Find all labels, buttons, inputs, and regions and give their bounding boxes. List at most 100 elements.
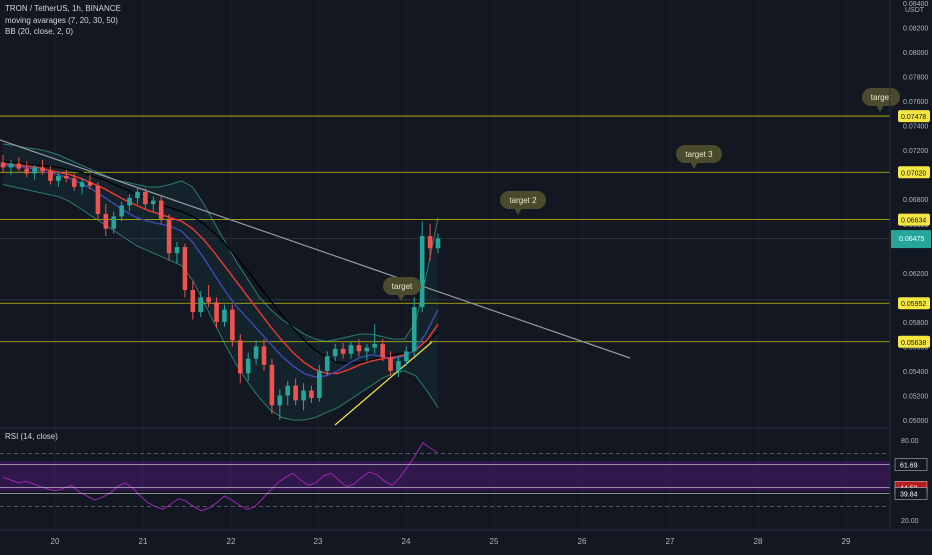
candle-body — [340, 348, 346, 354]
candle-body — [174, 247, 180, 254]
target-bubble-pointer — [876, 105, 884, 112]
target-bubble-label: target — [871, 93, 892, 102]
level-tag — [898, 213, 930, 226]
candle-body — [32, 167, 37, 174]
time-tick-label: 27 — [666, 537, 675, 546]
bb-fill — [3, 144, 438, 420]
target-bubble-shape — [383, 277, 421, 295]
rsi-level-tag — [894, 458, 928, 471]
rsi-level-label: 61.69 — [900, 462, 918, 469]
candle-body — [182, 247, 188, 290]
target-bubble-label: target 2 — [509, 196, 537, 205]
candle-body — [261, 346, 267, 365]
price-tick-label: 0.07400 — [903, 124, 928, 131]
rsi-legend[interactable]: RSI (14, close) — [5, 432, 58, 441]
rsi-tick-label: 20.00 — [901, 518, 919, 525]
target-bubble-shape — [676, 145, 722, 163]
candle-body — [79, 182, 85, 187]
time-tick-label: 22 — [227, 537, 236, 546]
candle-body — [16, 163, 22, 169]
price-tick-label: 0.05800 — [903, 320, 928, 327]
level-tag-label: 0.07020 — [901, 170, 926, 177]
ma-30 — [2, 162, 439, 375]
candle-body — [419, 236, 425, 308]
price-tick-label: 0.06200 — [903, 271, 928, 278]
candle-body — [63, 175, 69, 179]
level-tag — [898, 166, 930, 179]
candle-body — [24, 168, 30, 174]
target-bubble: target — [383, 277, 421, 301]
candle-body — [253, 346, 259, 359]
price-tick-label: 0.07200 — [903, 148, 928, 155]
target-bubble-pointer — [514, 208, 522, 215]
candle-body — [411, 307, 417, 352]
ascending-trendline — [334, 341, 433, 426]
price-tick-label: 0.07600 — [903, 99, 928, 106]
rsi-line — [2, 441, 439, 512]
ma-legend[interactable]: moving avarages (7, 20, 30, 50) — [5, 16, 118, 25]
candle-body — [301, 390, 306, 401]
candle-body — [8, 163, 14, 168]
candle-body — [230, 309, 235, 341]
candles — [0, 155, 441, 420]
candle-body — [206, 297, 211, 303]
target-bubble-pointer — [397, 294, 405, 301]
price-tick-label: 0.05200 — [903, 393, 928, 400]
level-tag — [898, 110, 930, 123]
target-bubble-pointer — [690, 162, 698, 169]
bb-upper — [2, 143, 439, 343]
target-bubble-label: target — [392, 282, 413, 291]
price-tick-label: 0.05400 — [903, 369, 928, 376]
level-tag-label: 0.05638 — [901, 340, 926, 347]
candle-body — [48, 171, 53, 181]
candle-body — [166, 218, 172, 254]
candle-body — [309, 390, 314, 398]
bb-legend[interactable]: BB (20, close, 2, 0) — [5, 27, 74, 36]
symbol-legend[interactable]: TRON / TetherUS, 1h, BINANCE — [5, 4, 121, 13]
candle-body — [190, 289, 196, 313]
candle-body — [127, 198, 132, 206]
candle-body — [324, 356, 330, 371]
level-tag-label: 0.07478 — [901, 114, 926, 121]
candle-body — [372, 343, 378, 348]
price-tick-label: 0.06800 — [903, 197, 928, 204]
price-unit-label: USDT — [905, 7, 925, 14]
candle-body — [111, 216, 117, 229]
candle-body — [380, 343, 385, 358]
candle-body — [40, 167, 45, 172]
candle-body — [103, 213, 109, 229]
candle-body — [87, 182, 93, 186]
candle-body — [119, 205, 124, 217]
candle-body — [143, 191, 148, 205]
current-price-label: 0.06475 — [899, 236, 924, 243]
candle-body — [277, 395, 283, 406]
target-bubble-label: target 3 — [685, 150, 713, 159]
time-tick-label: 25 — [490, 537, 499, 546]
candle-body — [364, 347, 370, 352]
candle-body — [404, 351, 409, 362]
rsi-level-tag — [894, 487, 928, 500]
candle-body — [285, 385, 291, 396]
time-tick-label: 23 — [314, 537, 323, 546]
ma-50 — [2, 160, 439, 365]
target-bubble: target 2 — [500, 191, 546, 215]
candle-body — [135, 191, 140, 199]
candle-body — [348, 345, 354, 354]
current-price-tag — [891, 230, 931, 249]
price-tick-label: 0.08400 — [903, 1, 928, 8]
price-axis: 0.08400 0.08200 0.08000 0.07800 0.07600 0.074… — [891, 1, 931, 525]
time-tick-label: 21 — [139, 537, 148, 546]
time-axis: 20 21 22 23 24 25 26 27 28 29 — [51, 537, 851, 546]
bollinger-bands — [2, 143, 439, 421]
rsi-band — [0, 461, 890, 491]
candle-body — [293, 385, 298, 401]
candle-body — [317, 370, 322, 398]
candle-body — [356, 345, 362, 352]
candle-body — [198, 297, 204, 313]
price-tick-label: 0.07800 — [903, 75, 928, 82]
candle-body — [214, 302, 219, 322]
candle-body — [95, 185, 101, 214]
candle-body — [56, 175, 61, 181]
